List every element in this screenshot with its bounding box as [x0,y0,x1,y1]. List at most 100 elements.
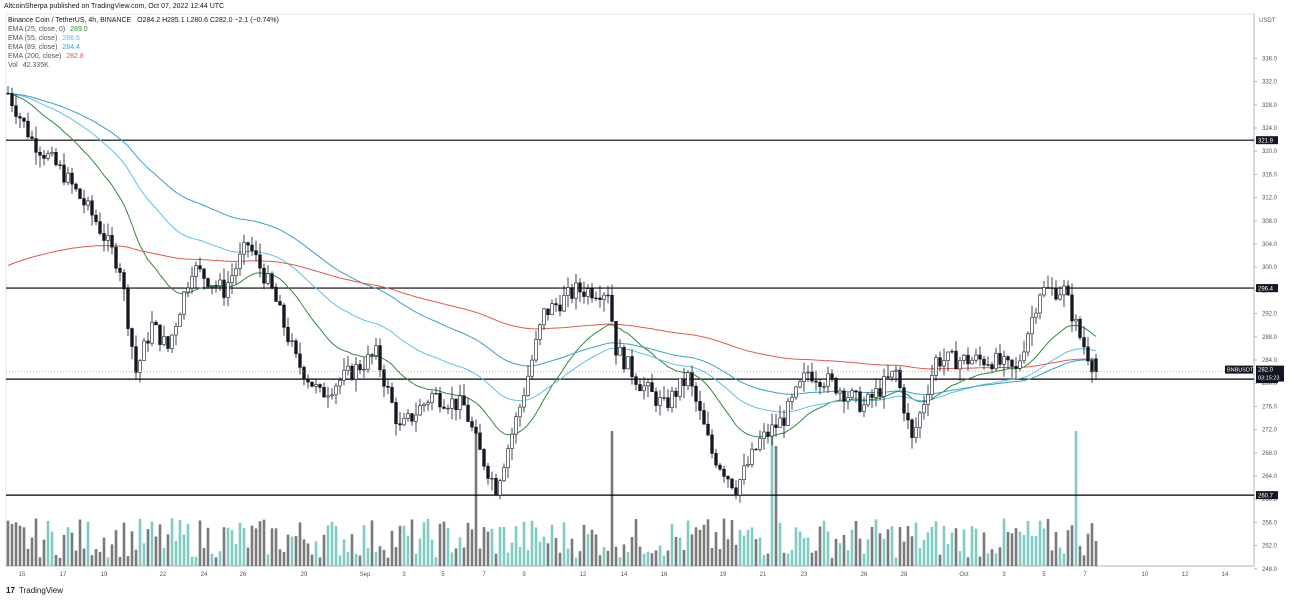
volume-bar [70,532,74,566]
volume-bar [214,557,218,566]
legend-symbol-row: Binance Coin / TetherUS, 4h, BINANCE O28… [8,16,279,25]
y-tick-label: 312.0 [1262,196,1278,202]
volume-bar [134,549,138,566]
volume-bar [434,557,438,566]
candle-body [434,392,438,395]
volume-bar [138,518,142,566]
volume-bar [22,527,26,566]
volume-bar [6,520,10,566]
candle-body [742,465,746,480]
candle-body [886,376,890,378]
volume-bar [1070,525,1074,566]
volume-bar [942,525,946,566]
y-tick-label: 248.0 [1262,567,1278,573]
candle-body [110,235,114,248]
y-tick-label: 272.0 [1262,428,1278,434]
volume-bar [458,537,462,566]
footer-brand-label: TradingView [18,586,64,595]
candle-body [1050,287,1054,289]
volume-bar [346,551,350,566]
x-tick-label: 15 [19,572,26,578]
volume-bar [802,538,806,566]
candle-body [1018,360,1022,369]
volume-bar [686,520,690,566]
volume-bar [494,553,498,566]
candle-body [674,390,678,397]
candle-body [242,242,246,255]
legend-volume[interactable]: Vol 42.335K [8,61,279,70]
candle-body [802,372,806,382]
volume-bar [242,528,246,566]
candle-body [50,152,54,155]
volume-bar [390,530,394,566]
candle-body [1062,285,1066,296]
volume-bar [754,539,758,566]
tradingview-logo-icon: 17 [6,586,15,595]
candle-body [818,381,822,387]
candle-body [254,250,258,256]
candle-body [502,467,506,482]
volume-bar [962,529,966,566]
legend-ema200[interactable]: EMA (200, close) 282.8 [8,52,279,61]
candle-body [766,431,770,437]
candle-body [702,410,706,425]
candle-body [54,152,58,166]
candle-body [374,345,378,356]
candle-body [942,360,946,367]
volume-bar [358,555,362,566]
volume-bar [758,537,762,566]
candle-body [358,364,362,371]
candle-body [726,476,730,480]
candle-body [930,374,934,395]
volume-bar [294,536,298,566]
volume-bar [534,527,538,566]
volume-bar [666,550,670,566]
candle-body [186,287,190,293]
candle-body [518,406,522,418]
candle-body [18,116,22,119]
volume-bar [1030,536,1034,566]
candle-body [806,371,810,374]
volume-bar [414,553,418,566]
volume-bar [222,527,226,566]
volume-bar [886,529,890,566]
volume-bar [730,520,734,566]
volume-bar [110,544,114,566]
volume-bar [302,539,306,566]
candle-body [1058,294,1062,300]
volume-bar [710,548,714,566]
x-tick-label: 9 [522,572,526,578]
volume-bar [218,551,222,566]
candle-body [274,286,278,302]
legend-ema89[interactable]: EMA (89, close) 284.4 [8,43,279,52]
x-tick-label: 12 [580,572,587,578]
volume-bar [158,524,162,566]
candle-body [506,448,510,469]
volume-bar [922,539,926,566]
volume-bar [38,557,42,566]
volume-bar [782,552,786,566]
candle-body [982,358,986,366]
x-tick-label: 21 [760,572,767,578]
volume-bar [446,527,450,566]
candle-body [394,402,398,424]
x-tick-label: 14 [1222,572,1229,578]
volume-bar [650,553,654,566]
legend-ema25[interactable]: EMA (25, close, 0) 289.0 [8,25,279,34]
volume-bar [554,538,558,566]
volume-bar [630,537,634,566]
candle-body [902,387,906,414]
candle-body [1002,356,1006,365]
volume-bar [386,557,390,566]
volume-bar [374,552,378,566]
candle-body [878,388,882,397]
volume-bar [398,525,402,566]
x-tick-label: Sep [360,572,371,578]
legend-ema55[interactable]: EMA (55, close) 286.6 [8,34,279,43]
candle-body [790,396,794,402]
volume-bar [378,546,382,566]
candle-body [398,423,402,426]
volume-bar [154,536,158,566]
candle-body [778,417,782,428]
